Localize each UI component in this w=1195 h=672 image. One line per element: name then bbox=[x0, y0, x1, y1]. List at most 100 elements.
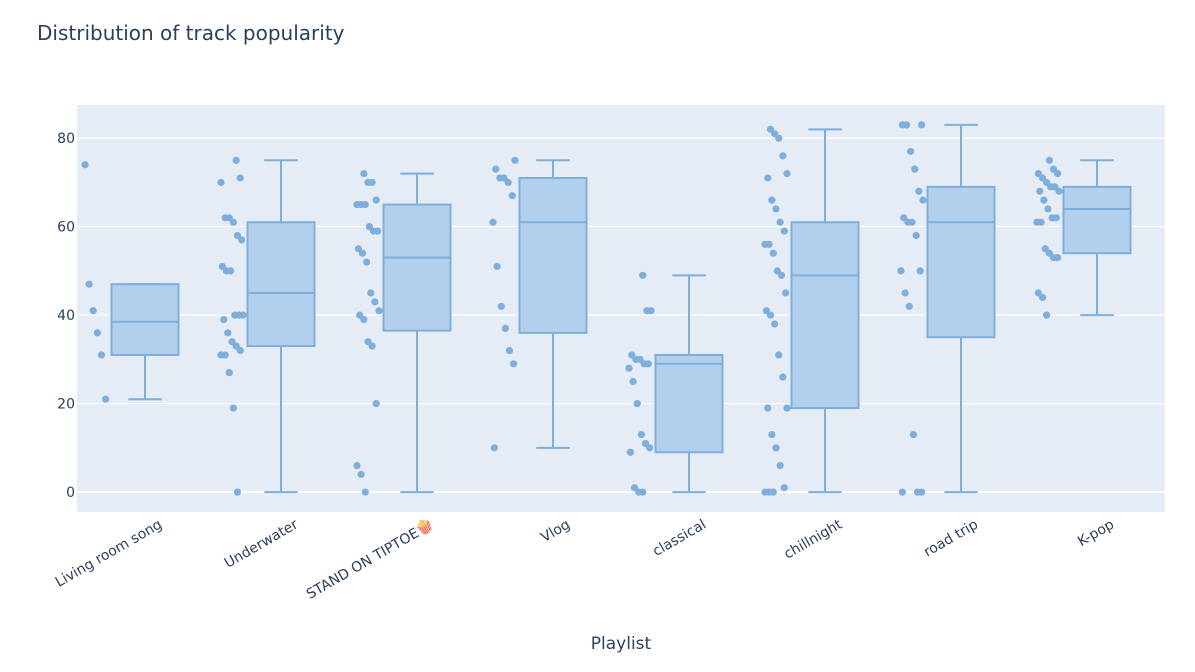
data-point bbox=[367, 289, 375, 297]
box-group bbox=[1033, 156, 1132, 319]
data-point bbox=[1054, 254, 1062, 262]
data-point bbox=[511, 156, 519, 164]
data-point bbox=[232, 156, 240, 164]
data-point bbox=[490, 444, 498, 452]
data-point bbox=[510, 360, 518, 368]
data-point bbox=[908, 218, 916, 226]
x-tick-label: classical bbox=[650, 517, 709, 560]
data-point bbox=[637, 430, 645, 439]
iqr-box bbox=[654, 353, 724, 454]
iqr-box bbox=[1062, 185, 1132, 255]
data-point bbox=[768, 196, 776, 204]
data-point bbox=[493, 262, 501, 271]
data-point bbox=[372, 400, 380, 408]
y-axis-ticks: 0 20 40 60 80 bbox=[57, 131, 75, 501]
data-point bbox=[497, 302, 505, 310]
box-group bbox=[897, 121, 996, 496]
data-point bbox=[644, 360, 652, 368]
data-point bbox=[647, 307, 655, 315]
data-point bbox=[225, 369, 233, 377]
data-point bbox=[897, 267, 905, 275]
data-point bbox=[901, 289, 909, 297]
data-point bbox=[905, 302, 913, 310]
data-point bbox=[492, 165, 500, 173]
data-point bbox=[780, 484, 788, 492]
data-point bbox=[898, 488, 906, 496]
data-point bbox=[372, 196, 380, 204]
data-point bbox=[239, 311, 247, 319]
data-point bbox=[775, 351, 783, 359]
data-point bbox=[777, 271, 786, 279]
data-point bbox=[501, 324, 509, 333]
iqr-box bbox=[790, 221, 860, 410]
data-point bbox=[236, 174, 244, 182]
data-point bbox=[766, 311, 775, 319]
data-point bbox=[918, 121, 926, 129]
iqr-box bbox=[926, 185, 996, 339]
box-group bbox=[81, 161, 180, 403]
data-point bbox=[765, 240, 773, 248]
data-point bbox=[1037, 218, 1045, 226]
data-point bbox=[97, 351, 106, 359]
data-point bbox=[102, 395, 110, 403]
data-point bbox=[633, 400, 641, 408]
y-tick-label: 60 bbox=[57, 220, 75, 236]
x-tick-label: STAND ON TIPTOE🍿 bbox=[303, 516, 437, 603]
y-tick-label: 0 bbox=[66, 485, 75, 501]
data-point bbox=[1043, 311, 1051, 319]
data-point bbox=[375, 307, 383, 315]
data-point bbox=[229, 404, 237, 412]
iqr-box bbox=[382, 203, 452, 332]
data-point bbox=[780, 227, 788, 235]
data-point bbox=[907, 147, 915, 156]
data-point bbox=[93, 329, 101, 337]
data-point bbox=[368, 342, 376, 350]
data-point bbox=[221, 351, 229, 359]
data-point bbox=[217, 178, 225, 187]
x-tick-label: Underwater bbox=[222, 516, 301, 571]
data-point bbox=[227, 267, 235, 275]
y-tick-label: 40 bbox=[57, 308, 75, 324]
data-point bbox=[1052, 214, 1060, 222]
data-point bbox=[1040, 196, 1048, 204]
data-point bbox=[646, 444, 654, 452]
data-point bbox=[769, 488, 777, 496]
x-axis-ticks: Living room song Underwater STAND ON TIPTO… bbox=[53, 516, 1117, 603]
data-point bbox=[361, 200, 369, 209]
data-point bbox=[779, 152, 787, 160]
data-point bbox=[625, 364, 633, 372]
plot-area bbox=[77, 105, 1165, 512]
data-point bbox=[360, 169, 368, 178]
data-point bbox=[783, 404, 791, 412]
data-point bbox=[1055, 187, 1063, 195]
data-point bbox=[1054, 169, 1062, 178]
data-point bbox=[768, 430, 776, 439]
data-point bbox=[629, 377, 637, 386]
data-point bbox=[783, 169, 791, 178]
x-tick-label: chillnight bbox=[781, 516, 845, 562]
data-point bbox=[771, 320, 779, 328]
data-point bbox=[1044, 205, 1052, 213]
data-point bbox=[911, 165, 919, 173]
chart-title: Distribution of track popularity bbox=[37, 21, 345, 45]
data-point bbox=[776, 218, 784, 226]
data-point bbox=[489, 218, 497, 226]
data-point bbox=[229, 218, 237, 226]
data-point bbox=[769, 249, 777, 257]
data-point bbox=[357, 470, 365, 478]
data-point bbox=[504, 178, 512, 187]
iqr-box bbox=[110, 283, 180, 356]
box-group bbox=[489, 156, 588, 452]
data-point bbox=[361, 488, 369, 496]
data-point bbox=[85, 280, 93, 288]
y-tick-label: 80 bbox=[57, 131, 75, 147]
data-point bbox=[236, 346, 244, 355]
data-point bbox=[1045, 156, 1053, 164]
data-point bbox=[358, 249, 367, 257]
data-point bbox=[1036, 187, 1044, 195]
data-point bbox=[779, 373, 787, 381]
data-point bbox=[89, 307, 97, 315]
x-axis-title: Playlist bbox=[591, 634, 652, 654]
data-point bbox=[639, 488, 647, 496]
